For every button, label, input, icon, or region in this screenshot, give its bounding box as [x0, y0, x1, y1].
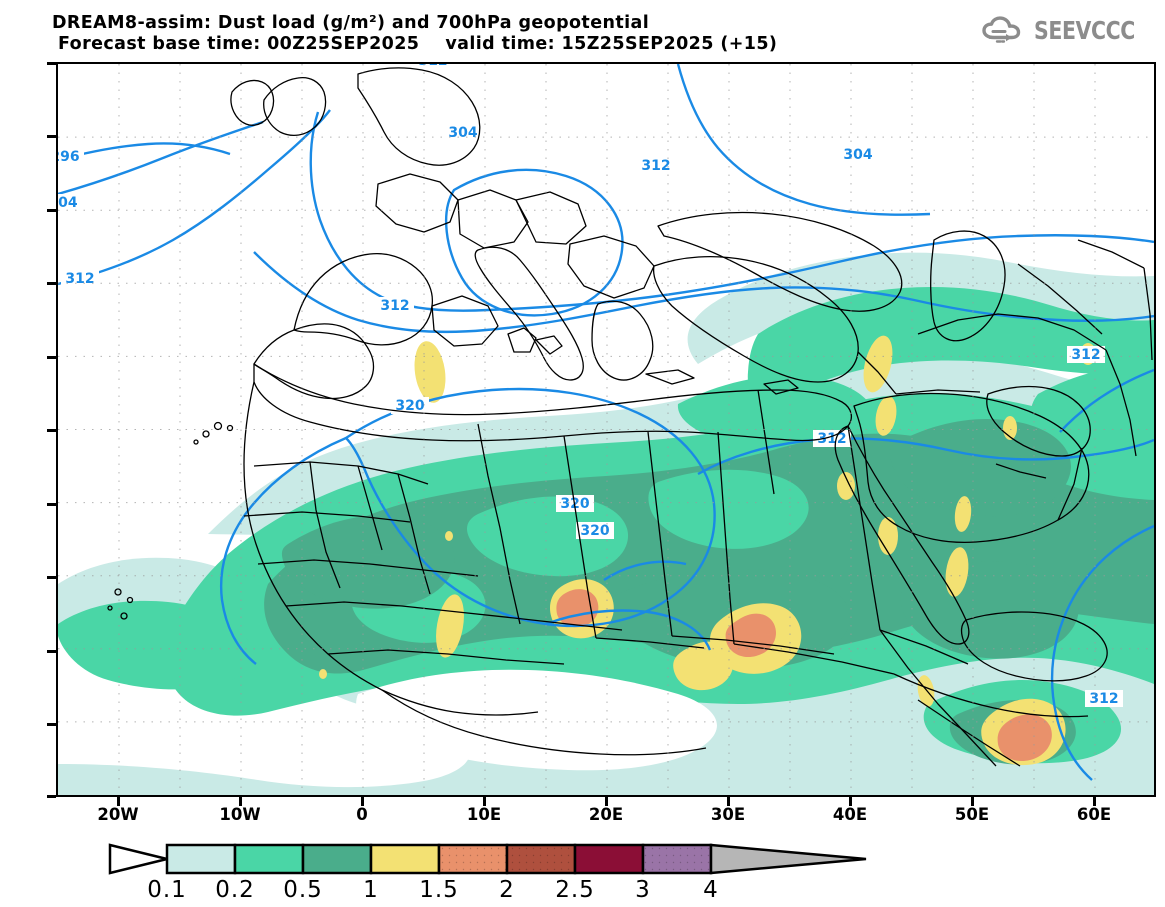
map-frame: 312 304 296 304 312 312 312 304	[56, 62, 1156, 797]
svg-text:320: 320	[560, 496, 589, 512]
colorbar-tick-label: 0.2	[215, 877, 255, 903]
svg-text:304: 304	[448, 125, 477, 141]
y-tick	[47, 723, 56, 726]
y-tick	[47, 795, 56, 798]
y-tick	[47, 650, 56, 653]
x-tick	[239, 797, 242, 806]
svg-text:312: 312	[380, 298, 409, 314]
y-tick	[47, 356, 56, 359]
x-axis-label: 40E	[832, 805, 868, 824]
colorbar-tick-label: 2.5	[555, 877, 595, 903]
x-axis-label: 30E	[710, 805, 746, 824]
seevccc-logo: SEEVCCC	[982, 12, 1157, 48]
x-tick	[849, 797, 852, 806]
x-axis-label: 10W	[219, 805, 261, 824]
x-tick	[117, 797, 120, 806]
colorbar-tick-label: 0.5	[283, 877, 323, 903]
svg-text:312: 312	[641, 158, 670, 174]
dust-band-1.5	[556, 589, 1052, 762]
svg-text:312: 312	[418, 64, 447, 69]
x-axis-label: 50E	[954, 805, 990, 824]
x-tick	[971, 797, 974, 806]
map-plot-area: 312 304 296 304 312 312 312 304	[47, 62, 1156, 806]
x-tick	[605, 797, 608, 806]
colorbar-tick-label: 4	[703, 877, 719, 903]
page-title: DREAM8-assim: Dust load (g/m²) and 700hP…	[52, 13, 650, 33]
x-axis-label: 10E	[466, 805, 502, 824]
y-tick	[47, 503, 56, 506]
x-axis-label: 60E	[1076, 805, 1112, 824]
colorbar-cell	[301, 843, 373, 875]
y-tick	[47, 62, 56, 65]
logo-text: SEEVCCC	[1033, 15, 1135, 45]
colorbar-over-arrow	[709, 843, 867, 875]
colorbar-cell	[165, 843, 237, 875]
colorbar-tick-label: 2	[499, 877, 515, 903]
y-tick	[47, 282, 56, 285]
svg-text:304: 304	[58, 195, 78, 211]
contour-label-group: 312 304 296 304 312 312 312 304	[58, 64, 1123, 707]
colorbar-swatches	[108, 843, 867, 875]
svg-text:312: 312	[817, 431, 846, 447]
cloud-wind-icon	[982, 16, 1021, 43]
svg-text:320: 320	[395, 398, 424, 414]
colorbar-cell	[233, 843, 305, 875]
svg-text:304: 304	[843, 147, 872, 163]
svg-text:320: 320	[580, 523, 609, 539]
y-tick	[47, 135, 56, 138]
coastline-layer	[107, 67, 1153, 767]
forecast-time-subtitle: Forecast base time: 00Z25SEP2025 valid t…	[58, 34, 778, 54]
colorbar-cell	[369, 843, 441, 875]
y-tick	[47, 576, 56, 579]
colorbar-under-arrow	[108, 843, 168, 875]
colorbar-cell	[573, 843, 645, 875]
colorbar-tick-label: 1.5	[419, 877, 459, 903]
colorbar: 0.1 0.2 0.5 1 1.5 2 2.5 3 4	[0, 840, 1165, 907]
x-tick	[727, 797, 730, 806]
y-tick	[47, 209, 56, 212]
x-axis-label: 20W	[97, 805, 139, 824]
lat-lon-gridlines	[58, 64, 1154, 795]
svg-text:296: 296	[58, 149, 80, 165]
svg-text:312: 312	[1071, 347, 1100, 363]
x-tick	[483, 797, 486, 806]
y-tick	[47, 429, 56, 432]
x-tick	[1093, 797, 1096, 806]
chart-header: DREAM8-assim: Dust load (g/m²) and 700hP…	[0, 0, 1165, 56]
dust-load-map: 312 304 296 304 312 312 312 304	[58, 64, 1154, 795]
svg-text:312: 312	[65, 271, 94, 287]
x-axis-label: 20E	[588, 805, 624, 824]
x-axis-label: 0	[356, 805, 368, 824]
colorbar-tick-label: 1	[363, 877, 379, 903]
colorbar-tick-label: 3	[635, 877, 651, 903]
colorbar-tick-label: 0.1	[147, 877, 187, 903]
x-tick	[361, 797, 364, 806]
svg-text:312: 312	[1089, 691, 1118, 707]
